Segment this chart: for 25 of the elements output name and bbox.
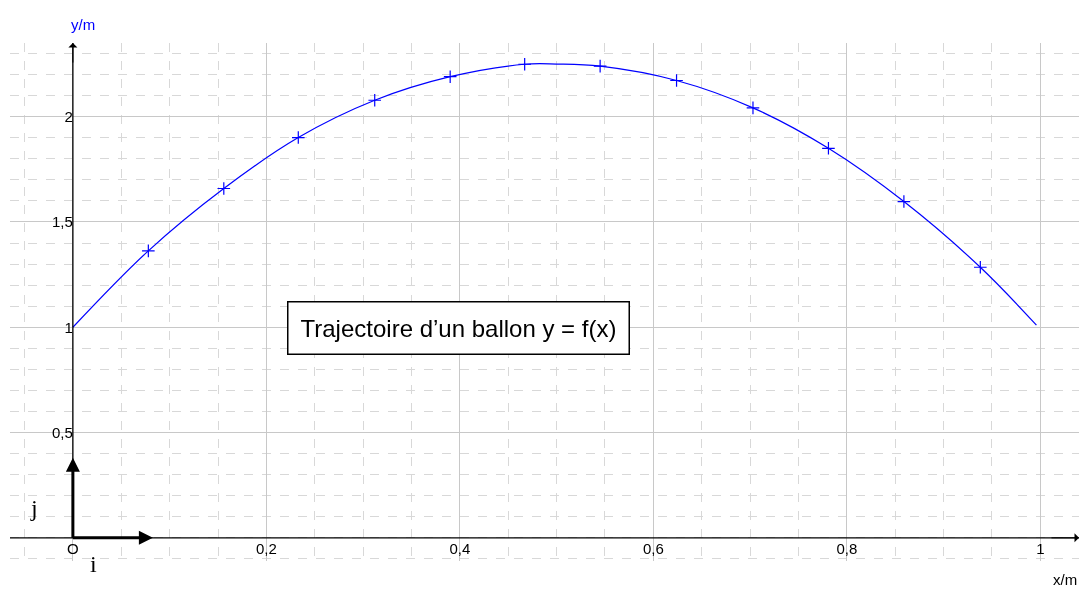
annotation: j⃗ <box>30 495 57 521</box>
point <box>746 100 760 115</box>
x-tick-label: 0,4 <box>449 539 471 557</box>
x-axis-title: x/m <box>1053 571 1078 588</box>
point <box>367 93 382 108</box>
y-tick-label: 2 <box>64 107 73 125</box>
y-axis-title: y/m <box>71 16 96 33</box>
x-tick-label: O <box>67 539 79 557</box>
point <box>669 73 684 88</box>
point <box>593 59 608 74</box>
x-tick-label: 0,6 <box>642 539 664 557</box>
point <box>216 181 231 196</box>
x-tick-label: 0,8 <box>836 539 858 557</box>
point <box>973 260 988 275</box>
point <box>291 130 306 145</box>
annotation: Trajectoire d’un ballon y = f(x) <box>300 314 617 342</box>
annotation: i⃗ <box>90 551 116 577</box>
point <box>897 194 911 209</box>
x-tick-label: 1 <box>1036 539 1045 557</box>
x-tick-label: 0,2 <box>255 539 277 557</box>
point <box>141 243 156 258</box>
point <box>821 141 836 156</box>
y-tick-label: 1 <box>64 318 73 336</box>
point <box>443 69 458 84</box>
point <box>517 57 532 72</box>
